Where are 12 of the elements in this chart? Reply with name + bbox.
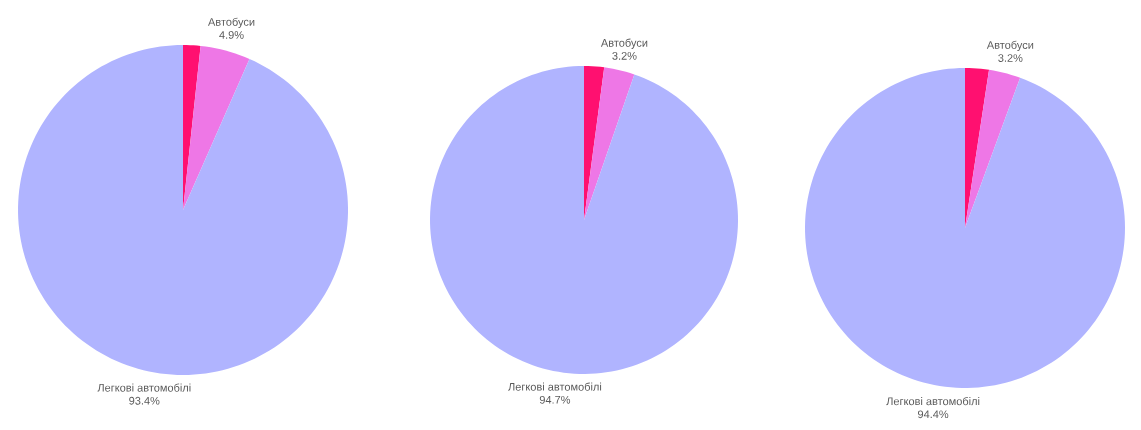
- data-label: 94.7%: [539, 395, 571, 404]
- data-label: 94.4%: [918, 410, 949, 419]
- slice-label: Легкові автомобілі: [886, 396, 980, 406]
- slice-label: Автобуси: [986, 40, 1034, 52]
- slice-label: Автобуси: [207, 17, 255, 28]
- data-label: 3.2%: [612, 51, 637, 60]
- data-label: 4.9%: [219, 31, 244, 39]
- data-label: 3.2%: [998, 54, 1023, 62]
- slice-label: Легкові автомобілі: [508, 382, 602, 391]
- slice-label: Легкові автомобілі: [97, 383, 191, 392]
- data-label: 93.4%: [129, 396, 160, 405]
- slice-label: Автобуси: [600, 38, 648, 49]
